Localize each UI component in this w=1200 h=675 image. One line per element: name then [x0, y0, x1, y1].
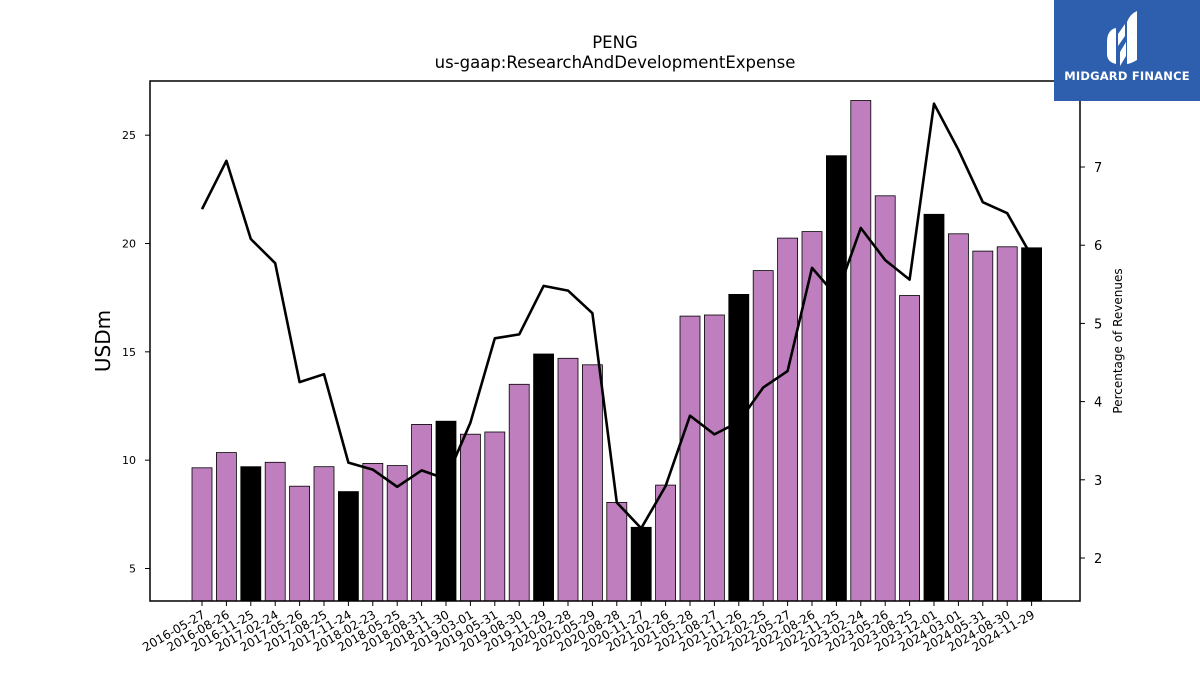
y-axis-left: 5 10 15 20 25 — [122, 129, 150, 576]
bar-2022-02-25 — [752, 270, 774, 602]
bar-2024-05-31 — [972, 250, 994, 602]
y-tick-label-5: 5 — [129, 563, 136, 576]
chart-title: PENG — [592, 33, 638, 52]
y2-tick-label-2: 2 — [1094, 552, 1102, 567]
bar-2023-05-26 — [874, 195, 896, 602]
bar-2022-11-25 — [826, 155, 847, 602]
bar-2017-02-24 — [264, 461, 286, 602]
bar-series — [191, 100, 1042, 602]
bar-2017-11-24 — [337, 491, 359, 602]
bar-2023-08-25 — [899, 295, 920, 602]
bar-2018-08-31 — [411, 423, 433, 602]
bar-2021-02-26 — [655, 484, 676, 602]
y2-axis-label: Percentage of Revenues — [1111, 268, 1125, 413]
x-axis: 2016-05-272016-08-262016-11-252017-02-24… — [140, 601, 1037, 654]
bar-2020-11-27 — [630, 526, 652, 602]
bar-2021-08-27 — [704, 314, 725, 602]
y2-tick-label-5: 5 — [1094, 317, 1102, 332]
y2-tick-label-4: 4 — [1094, 396, 1102, 411]
bar-2019-05-31 — [484, 431, 506, 602]
bar-2017-05-26 — [289, 485, 311, 602]
chart-subtitle: us-gaap:ResearchAndDevelopmentExpense — [435, 53, 796, 72]
bar-2016-05-27 — [191, 467, 213, 602]
bar-2018-11-30 — [435, 420, 457, 602]
brand-logo: MIDGARD FINANCE — [1054, 0, 1200, 101]
bar-2019-11-29 — [533, 353, 554, 602]
y-axis-label: USDm — [91, 310, 115, 372]
y2-tick-label-6: 6 — [1094, 239, 1102, 254]
y-tick-label-10: 10 — [122, 454, 136, 467]
bar-2024-08-30 — [996, 246, 1018, 602]
plot-frame — [149, 80, 1081, 602]
bar-2022-05-27 — [777, 237, 798, 602]
bar-2021-05-28 — [679, 315, 701, 602]
bar-2020-08-28 — [606, 501, 628, 602]
bar-2024-11-29 — [1021, 247, 1042, 602]
bar-2016-08-26 — [215, 452, 237, 602]
midgard-logo-icon — [1107, 11, 1137, 66]
bar-2023-12-01 — [923, 213, 945, 602]
bar-2019-08-30 — [508, 383, 530, 602]
bar-2023-02-24 — [850, 100, 872, 602]
line-percentage-of-revenues — [200, 102, 1033, 530]
y-axis-right: 2 3 4 5 6 7 — [1080, 161, 1102, 567]
bar-2024-03-01 — [948, 233, 969, 602]
bar-2021-11-26 — [728, 293, 750, 602]
bar-2018-02-23 — [362, 462, 384, 602]
y2-tick-label-3: 3 — [1094, 474, 1102, 489]
bar-2020-05-29 — [582, 364, 603, 602]
bar-2016-11-25 — [240, 466, 262, 602]
bar-2020-02-28 — [557, 357, 579, 602]
brand-name: MIDGARD FINANCE — [1064, 69, 1190, 83]
bar-2019-03-01 — [459, 433, 481, 602]
y-tick-label-20: 20 — [122, 238, 136, 251]
y-tick-label-15: 15 — [122, 346, 136, 359]
y-tick-label-25: 25 — [122, 129, 136, 142]
line-series — [200, 102, 1033, 530]
bar-2017-08-25 — [313, 466, 335, 602]
y2-tick-label-7: 7 — [1094, 161, 1102, 176]
bar-2022-08-26 — [801, 231, 823, 602]
